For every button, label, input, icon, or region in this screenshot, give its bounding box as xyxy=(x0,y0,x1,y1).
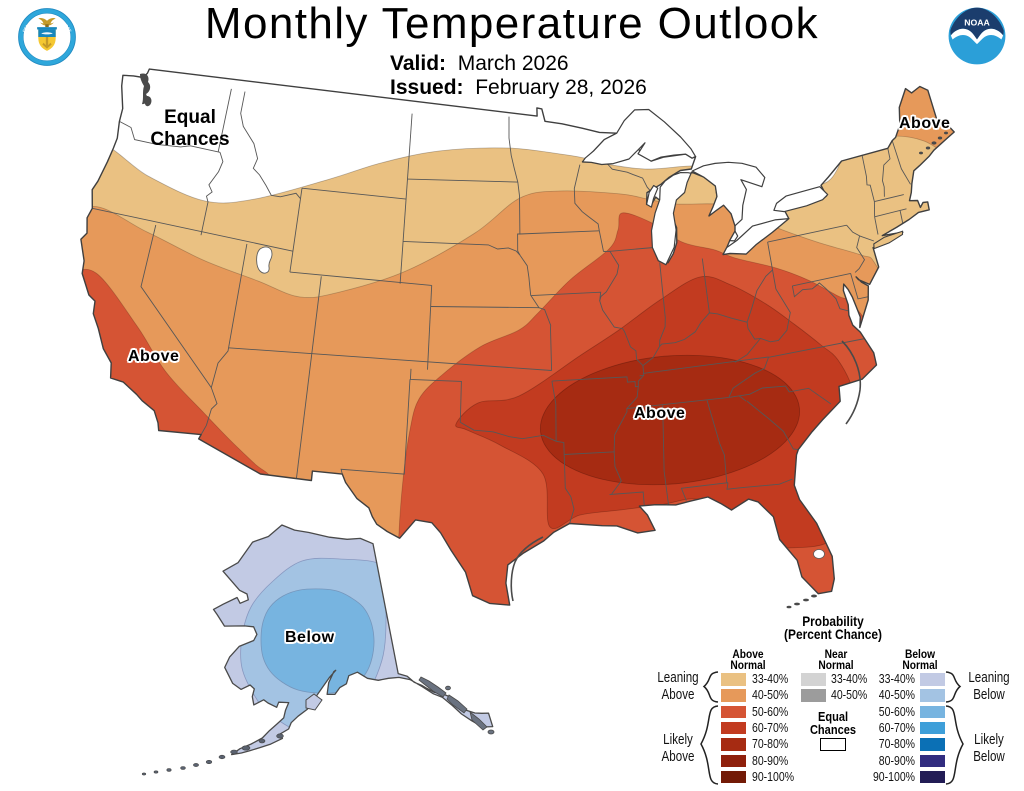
svg-text:NOAA: NOAA xyxy=(964,18,990,28)
